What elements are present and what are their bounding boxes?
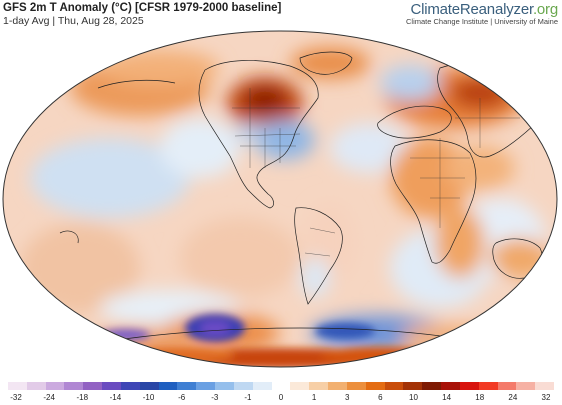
colorbar-swatch bbox=[120, 382, 140, 390]
anomaly-map-svg bbox=[2, 30, 558, 368]
colorbar-tick-label: -10 bbox=[142, 393, 155, 402]
colorbar-swatch bbox=[422, 382, 442, 390]
colorbar-swatch bbox=[45, 382, 65, 390]
colorbar-swatch bbox=[233, 382, 253, 390]
colorbar-ticks: -32 -24 -18 -14 -10 -6 -3 -1 0 1 3 6 10 14 18 24 32 bbox=[8, 393, 554, 405]
colorbar-tick-label: -1 bbox=[244, 393, 252, 402]
colorbar-swatch bbox=[26, 382, 46, 390]
colorbar-swatch bbox=[403, 382, 423, 390]
colorbar-tick-label: 1 bbox=[311, 393, 317, 402]
colorbar-tick-label: 18 bbox=[475, 393, 485, 402]
colorbar-swatch bbox=[215, 382, 234, 390]
colorbar-swatch bbox=[535, 382, 555, 390]
globe-field bbox=[3, 31, 557, 367]
colorbar-swatch bbox=[83, 382, 103, 390]
colorbar-swatch bbox=[271, 382, 291, 390]
colorbar-swatch bbox=[196, 382, 216, 390]
colorbar-swatch bbox=[384, 382, 404, 390]
colorbar-swatch bbox=[365, 382, 385, 390]
map-title: GFS 2m T Anomaly (°C) [CFSR 1979-2000 ba… bbox=[3, 2, 282, 14]
globe-outline bbox=[2, 30, 558, 368]
colorbar-tick-label: -18 bbox=[76, 393, 89, 402]
colorbar-swatch bbox=[309, 382, 329, 390]
brand-name-suffix: .org bbox=[532, 1, 558, 18]
colorbar-swatch bbox=[158, 382, 178, 390]
colorbar-tick-label: 0 bbox=[278, 393, 284, 402]
colorbar-tick-label: 32 bbox=[541, 393, 551, 402]
brand-name-main: ClimateReanalyzer bbox=[410, 1, 533, 18]
colorbar-swatch bbox=[139, 382, 159, 390]
colorbar-swatch bbox=[346, 382, 366, 390]
colorbar-swatch bbox=[441, 382, 460, 390]
political-borders bbox=[232, 88, 520, 257]
brand-tagline: Climate Change Institute | University of… bbox=[405, 17, 558, 26]
colorbar-tick-label: 24 bbox=[508, 393, 518, 402]
colorbar-swatch bbox=[459, 382, 479, 390]
colorbar-swatch bbox=[8, 382, 27, 390]
colorbar-swatch bbox=[64, 382, 84, 390]
colorbar-swatch bbox=[328, 382, 347, 390]
colorbar-tick-label: 3 bbox=[345, 393, 350, 402]
colorbar-tick-label: -32 bbox=[10, 393, 22, 402]
brand-block[interactable]: ClimateReanalyzer.org Climate Change Ins… bbox=[406, 1, 558, 26]
colorbar-tick-label: -24 bbox=[43, 393, 55, 402]
colorbar-swatch bbox=[497, 382, 517, 390]
colorbar-tick-label: 14 bbox=[442, 393, 452, 402]
colorbar-tick-label: -3 bbox=[211, 393, 219, 402]
colorbar-tick-label: 10 bbox=[409, 393, 418, 402]
colorbar-tick-label: 6 bbox=[378, 393, 383, 402]
brand-logo[interactable]: ClimateReanalyzer.org bbox=[406, 1, 558, 18]
anomaly-map bbox=[0, 28, 562, 373]
map-subtitle: 1-day Avg | Thu, Aug 28, 2025 bbox=[3, 15, 144, 27]
colorbar-swatch bbox=[102, 382, 121, 390]
colorbar-tick-label: -14 bbox=[109, 393, 122, 402]
colorbar-tick-label: -6 bbox=[178, 393, 186, 402]
colorbar-swatch bbox=[478, 382, 498, 390]
colorbar-swatch bbox=[290, 382, 310, 390]
colorbar-swatch bbox=[516, 382, 536, 390]
colorbar bbox=[8, 382, 555, 390]
colorbar-swatch bbox=[177, 382, 197, 390]
colorbar-swatch bbox=[252, 382, 272, 390]
